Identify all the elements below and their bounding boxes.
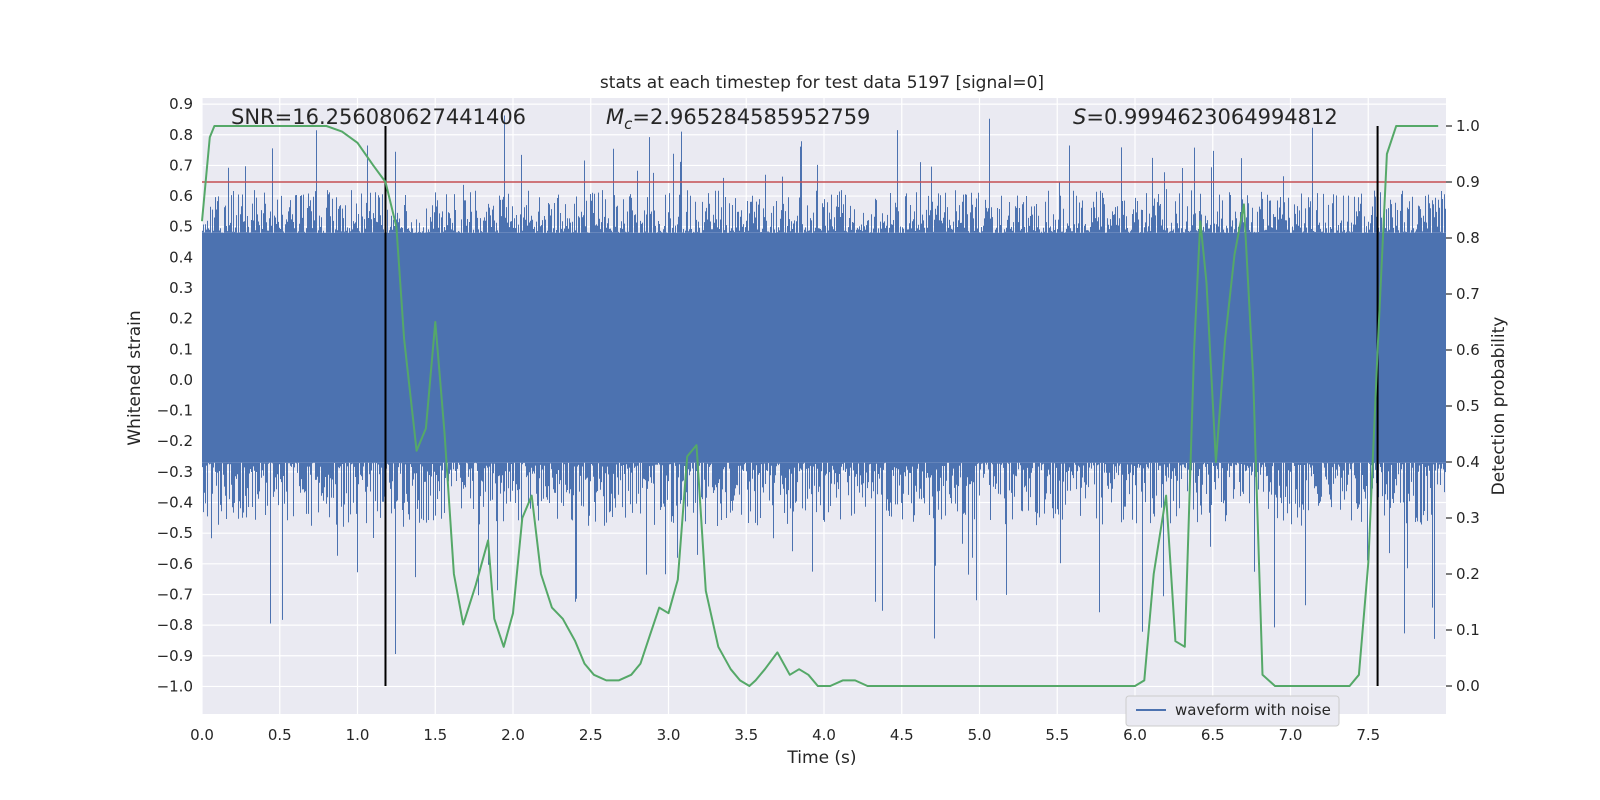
waveform-dense-core xyxy=(202,232,1446,463)
y2-tick-label: 0.5 xyxy=(1456,397,1480,415)
waveform-upper-excursions xyxy=(202,115,1446,233)
y-axis-label: Whitened strain xyxy=(125,310,145,445)
y2-tick-label: 0.1 xyxy=(1456,621,1480,639)
x-tick-label: 1.5 xyxy=(423,726,447,744)
legend: waveform with noise xyxy=(1125,695,1340,727)
x-tick-label: 0.0 xyxy=(190,726,214,744)
x-tick-label: 4.0 xyxy=(812,726,836,744)
x-tick-label: 6.5 xyxy=(1201,726,1225,744)
y-tick-label: 0.0 xyxy=(169,371,193,389)
y-tick-label: −1.0 xyxy=(157,677,193,695)
x-tick-label: 3.0 xyxy=(657,726,681,744)
x-axis-label: Time (s) xyxy=(786,748,856,768)
overlay xyxy=(201,125,1446,687)
y-tick-label: −0.5 xyxy=(157,524,193,542)
x-tick-labels: 0.0 0.5 1.0 1.5 2.0 2.5 3.0 3.5 4.0 4.5 5.0 5.5 6.0 6… xyxy=(190,726,1380,744)
x-tick-label: 5.0 xyxy=(968,726,992,744)
chart-title: stats at each timestep for test data 519… xyxy=(600,73,1044,93)
y2-tick-label: 0.0 xyxy=(1456,677,1480,695)
probability-line xyxy=(201,125,1439,687)
y-tick-label: −0.7 xyxy=(157,585,193,603)
x-tick-label: 2.5 xyxy=(579,726,603,744)
y-tick-label: −0.8 xyxy=(157,616,193,634)
x-tick-label: 5.5 xyxy=(1045,726,1069,744)
y-tick-label: 0.8 xyxy=(169,126,193,144)
y2-tick-label: 0.8 xyxy=(1456,229,1480,247)
waveform-lower-excursions xyxy=(202,462,1446,654)
s-annotation: S=0.9994623064994812 xyxy=(1073,105,1338,129)
y-tick-label: −0.4 xyxy=(157,494,193,512)
s-symbol: S xyxy=(1073,105,1086,129)
y2-tick-label: 0.3 xyxy=(1456,509,1480,527)
x-tick-label: 7.0 xyxy=(1279,726,1303,744)
x-tick-label: 0.5 xyxy=(268,726,292,744)
y2-tick-label: 0.7 xyxy=(1456,285,1480,303)
waveform-series xyxy=(202,115,1446,654)
legend-label-waveform: waveform with noise xyxy=(1175,701,1331,719)
mc-annotation: Mc=2.965284585952759 xyxy=(606,105,870,133)
y-tick-label: 0.5 xyxy=(169,218,193,236)
s-value: =0.9994623064994812 xyxy=(1086,105,1337,129)
snr-annotation: SNR=16.256080627441406 xyxy=(231,105,526,129)
y-tick-labels: 0.9 0.8 0.7 0.6 0.5 0.4 0.3 0.2 0.1 0.0 −0.1 −0.2 −0… xyxy=(157,95,193,695)
y2-tick-label: 1.0 xyxy=(1456,117,1480,135)
y-tick-label: 0.1 xyxy=(169,340,193,358)
y-tick-label: 0.3 xyxy=(169,279,193,297)
x-tick-label: 3.5 xyxy=(734,726,758,744)
y-tick-label: 0.7 xyxy=(169,156,193,174)
y2-tick-label: 0.2 xyxy=(1456,565,1480,583)
y2-tick-label: 0.9 xyxy=(1456,173,1480,191)
y-tick-label: −0.2 xyxy=(157,432,193,450)
y2-tick-label: 0.6 xyxy=(1456,341,1480,359)
y-tick-label: −0.6 xyxy=(157,555,193,573)
x-tick-label: 1.0 xyxy=(346,726,370,744)
mc-value: =2.965284585952759 xyxy=(632,105,870,129)
mc-subscript: c xyxy=(624,115,633,133)
x-tick-label: 6.0 xyxy=(1123,726,1147,744)
legend-box xyxy=(1125,695,1340,727)
y2-tick-label: 0.4 xyxy=(1456,453,1480,471)
x-tick-label: 7.5 xyxy=(1356,726,1380,744)
y2-axis-label: Detection probability xyxy=(1489,317,1509,496)
y-tick-label: 0.4 xyxy=(169,248,193,266)
mc-symbol: M xyxy=(606,105,624,129)
x-tick-label: 4.5 xyxy=(890,726,914,744)
y-tick-label: −0.1 xyxy=(157,402,193,420)
y-tick-label: 0.9 xyxy=(169,95,193,113)
x-tick-label: 2.0 xyxy=(501,726,525,744)
y-tick-label: 0.2 xyxy=(169,310,193,328)
y-tick-label: −0.3 xyxy=(157,463,193,481)
y-tick-label: −0.9 xyxy=(157,647,193,665)
y-tick-label: 0.6 xyxy=(169,187,193,205)
y2-tick-labels: 1.0 0.9 0.8 0.7 0.6 0.5 0.4 0.3 0.2 0.1 0.0 xyxy=(1446,117,1480,695)
